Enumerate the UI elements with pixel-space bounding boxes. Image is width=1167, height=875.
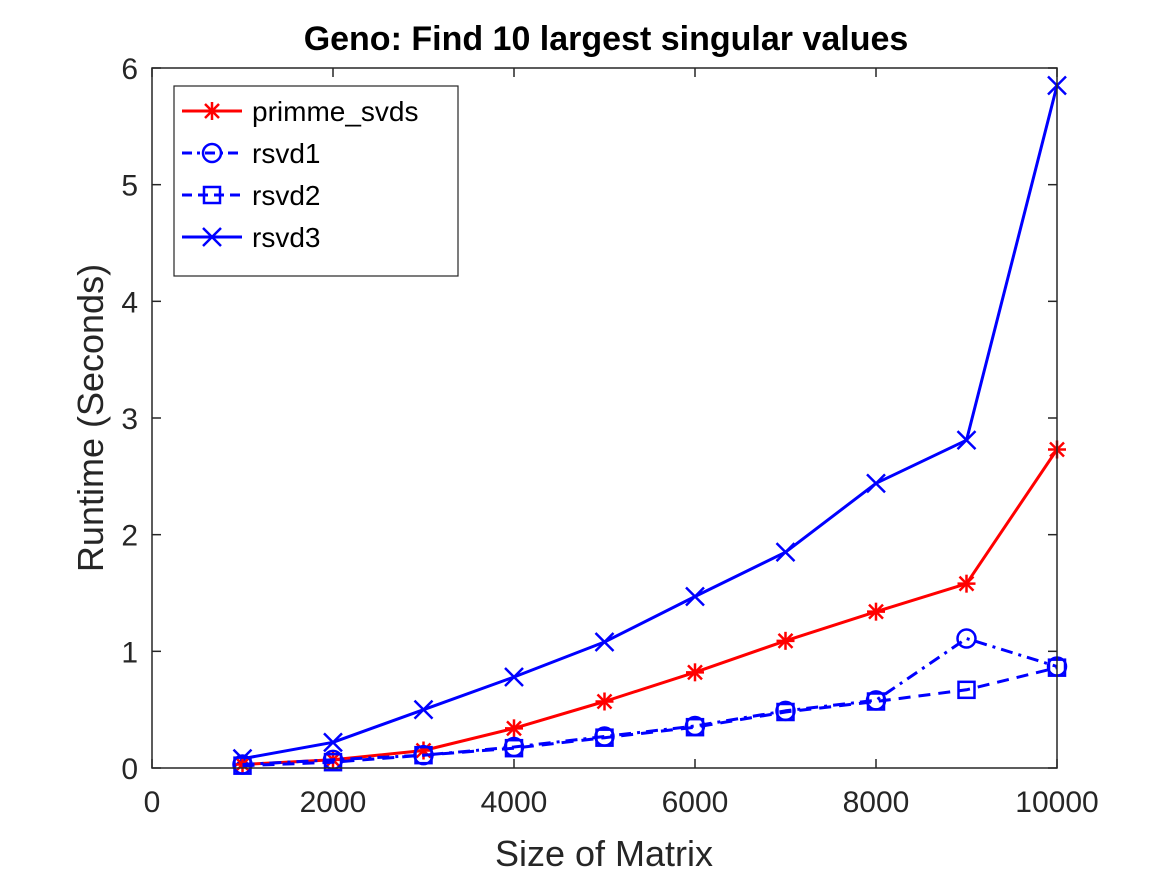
- data-point-rsvd3: [685, 586, 705, 607]
- x-axis-label: Size of Matrix: [495, 833, 713, 874]
- legend-marker-rsvd2: [202, 185, 222, 205]
- y-tick-label: 5: [121, 170, 138, 203]
- data-point-rsvd2: [414, 745, 433, 765]
- y-tick-label: 0: [121, 753, 138, 786]
- data-point-rsvd3: [594, 632, 615, 652]
- data-point-rsvd2: [866, 692, 886, 711]
- y-tick-label: 2: [121, 520, 138, 553]
- x-tick-label: 0: [144, 786, 161, 819]
- data-point-primme_svds: [686, 663, 704, 682]
- legend-marker-rsvd1: [201, 142, 223, 164]
- y-axis-label: Runtime (Seconds): [70, 264, 111, 572]
- series-line-primme_svds: [242, 448, 1059, 766]
- legend-box: [173, 85, 459, 277]
- x-tick-label: 10000: [1015, 786, 1098, 819]
- x-tick-label: 8000: [843, 786, 910, 819]
- legend-label-rsvd3: rsvd3: [252, 222, 320, 253]
- data-point-rsvd1: [956, 628, 977, 649]
- axes-box: [151, 67, 1058, 769]
- series-line-rsvd3: [242, 85, 1059, 761]
- y-tick-label: 1: [121, 636, 138, 669]
- data-point-primme_svds: [776, 631, 795, 650]
- data-point-rsvd2: [323, 752, 343, 772]
- legend-marker-primme_svds: [203, 102, 221, 120]
- data-point-rsvd2: [595, 728, 614, 747]
- data-point-rsvd3: [956, 430, 977, 451]
- data-point-rsvd3: [323, 732, 343, 753]
- data-point-rsvd3: [504, 667, 524, 687]
- x-tick-label: 2000: [300, 786, 367, 819]
- data-point-primme_svds: [867, 602, 885, 621]
- series-line-rsvd1: [242, 637, 1058, 766]
- data-point-primme_svds: [595, 692, 614, 711]
- x-tick-label: 6000: [662, 786, 729, 819]
- data-point-rsvd2: [233, 756, 252, 775]
- y-tick-label: 6: [121, 53, 138, 86]
- legend-label-rsvd1: rsvd1: [252, 138, 320, 169]
- legend-label-rsvd2: rsvd2: [252, 180, 320, 211]
- chart-title: Geno: Find 10 largest singular values: [304, 20, 909, 58]
- data-point-rsvd2: [957, 680, 976, 700]
- data-point-rsvd2: [504, 738, 524, 758]
- y-tick-label: 3: [121, 403, 138, 436]
- data-point-rsvd3: [775, 542, 796, 563]
- tick-group: 0 2000 4000 6000 8000 10000 0 1 2 3 4 5 6: [121, 53, 1098, 819]
- series-group: [232, 75, 1068, 775]
- x-tick-label: 4000: [481, 786, 548, 819]
- y-tick-label: 4: [121, 286, 138, 319]
- legend-label-primme_svds: primme_svds: [252, 96, 418, 127]
- data-point-rsvd2: [776, 702, 795, 722]
- data-point-rsvd3: [866, 473, 886, 494]
- data-point-rsvd2: [685, 717, 705, 737]
- series-line-rsvd2: [242, 666, 1058, 768]
- legend: primme_svds rsvd1 rsvd2 rsvd3: [173, 85, 459, 277]
- legend-marker-rsvd3: [202, 227, 222, 247]
- data-point-primme_svds: [957, 574, 976, 593]
- data-point-primme_svds: [505, 719, 523, 738]
- data-point-rsvd3: [413, 699, 434, 720]
